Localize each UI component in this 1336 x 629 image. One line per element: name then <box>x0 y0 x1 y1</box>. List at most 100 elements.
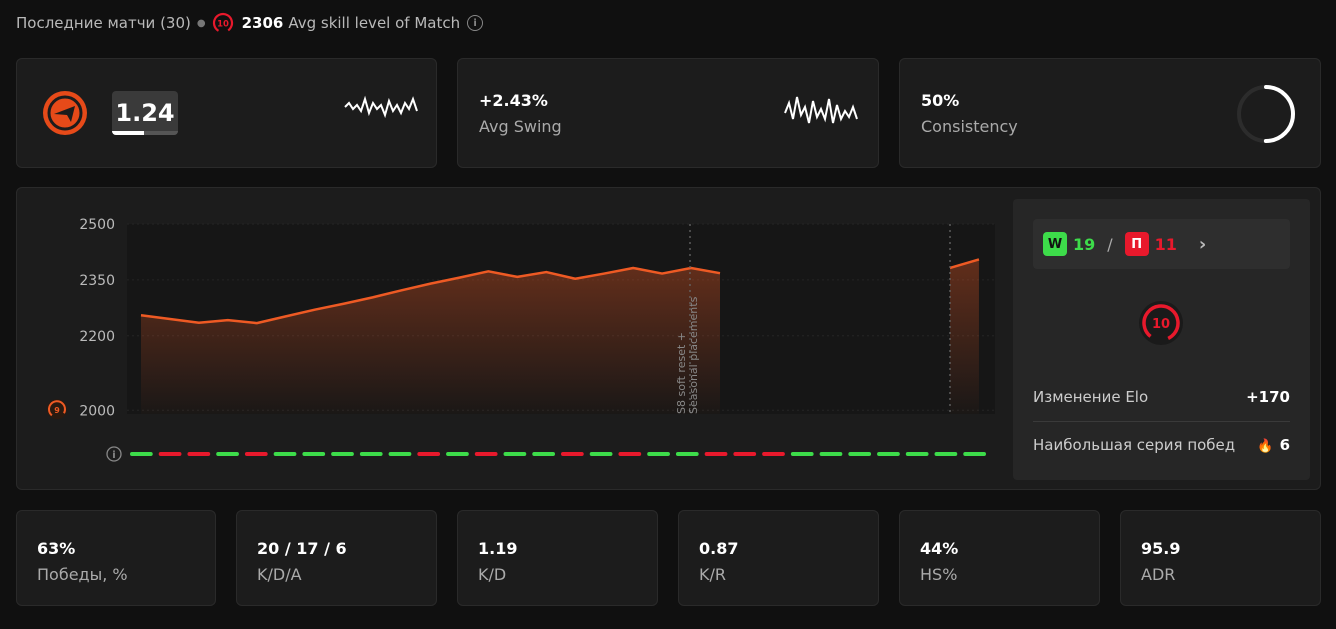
elo-change-value: +170 <box>1246 388 1290 406</box>
swing-sparkline <box>784 96 858 124</box>
stat-card-hs: 44% HS% <box>899 510 1100 606</box>
kda-value: 20 / 17 / 6 <box>257 539 347 558</box>
annotation-line-1: S8 soft reset + <box>675 332 688 414</box>
season-annotation: S8 soft reset + Seasonal placements <box>675 296 700 414</box>
match-result-win <box>388 452 412 456</box>
elo-change-label: Изменение Elo <box>1033 388 1149 406</box>
results-info-icon <box>106 446 122 462</box>
win-badge: W <box>1043 232 1067 256</box>
kda-label: K/D/A <box>257 565 302 584</box>
faceit-logo-icon <box>43 91 87 135</box>
match-result-win <box>675 452 699 456</box>
win-loss-button[interactable]: W 19 / П 11 › <box>1033 219 1290 269</box>
stat-card-winrate: 63% Победы, % <box>16 510 216 606</box>
chevron-right-icon[interactable]: › <box>1198 233 1207 255</box>
avg-swing-label: Avg Swing <box>479 117 562 136</box>
win-streak-value: 6 <box>1279 436 1290 454</box>
win-streak-row: Наибольшая серия побед 🔥 6 <box>1033 436 1290 454</box>
match-result-loss <box>618 452 642 456</box>
rating-progress <box>112 131 178 135</box>
match-result-loss <box>704 452 728 456</box>
consistency-donut <box>1237 85 1295 143</box>
avg-elo-value: 2306 <box>241 14 284 32</box>
wins-count: 19 <box>1073 234 1096 254</box>
rating-value: 1.24 <box>112 91 178 135</box>
y-tick-label: 2500 <box>79 217 115 233</box>
consistency-value: 50% <box>921 91 960 110</box>
hs-label: HS% <box>920 565 958 584</box>
match-result-win <box>934 452 958 456</box>
match-result-loss <box>762 452 785 456</box>
annotation-line-2: Seasonal placements <box>687 296 700 414</box>
match-result-win <box>130 452 153 456</box>
match-result-win <box>848 452 872 456</box>
recent-matches-title: Последние матчи (30) <box>16 14 191 32</box>
level-9-text: 9 <box>54 406 60 415</box>
match-result-win <box>963 452 986 456</box>
match-summary-panel: W 19 / П 11 › 10 Изменение Elo +170 Наиб… <box>1013 199 1310 480</box>
match-result-win <box>302 452 326 456</box>
rating-card: 1.24 <box>16 58 437 168</box>
match-result-win <box>331 452 354 456</box>
adr-value: 95.9 <box>1141 539 1181 558</box>
consistency-donut-arc <box>1237 85 1295 143</box>
elo-after-line <box>949 258 980 270</box>
match-result-win <box>532 452 555 456</box>
consistency-label: Consistency <box>921 117 1018 136</box>
match-result-win <box>905 452 929 456</box>
y-tick-label: 2200 <box>79 329 115 345</box>
stat-card-kr: 0.87 K/R <box>678 510 879 606</box>
stat-card-adr: 95.9 ADR <box>1120 510 1321 606</box>
win-streak-value-wrap: 🔥 6 <box>1257 436 1290 454</box>
kd-value: 1.19 <box>478 539 518 558</box>
stat-card-kd: 1.19 K/D <box>457 510 658 606</box>
info-icon[interactable]: i <box>467 15 484 31</box>
match-result-win <box>273 452 297 456</box>
match-result-win <box>790 452 814 456</box>
match-result-win <box>877 452 900 456</box>
match-result-loss <box>733 452 757 456</box>
match-result-loss <box>474 452 498 456</box>
winrate-value: 63% <box>37 539 76 558</box>
elo-chart: 2500 2350 2200 2000 9 S8 soft reset + Seasona… <box>47 217 995 462</box>
match-result-win <box>216 452 239 456</box>
elo-before-area <box>141 267 720 414</box>
rating-progress-fill <box>112 131 144 135</box>
kr-value: 0.87 <box>699 539 739 558</box>
elo-change-row: Изменение Elo +170 <box>1033 388 1290 406</box>
separator-dot: ● <box>196 17 206 29</box>
level-9-ring <box>48 400 66 419</box>
hs-value: 44% <box>920 539 959 558</box>
results-info-text: i <box>112 450 115 461</box>
avg-swing-card: +2.43% Avg Swing <box>457 58 879 168</box>
match-result-win <box>589 452 613 456</box>
match-result-loss <box>417 452 441 456</box>
y-tick-label: 2350 <box>79 273 115 289</box>
adr-label: ADR <box>1141 565 1176 584</box>
match-result-loss <box>158 452 182 456</box>
elo-chart-card: 2500 2350 2200 2000 9 S8 soft reset + Seasona… <box>16 187 1321 490</box>
loss-badge: П <box>1124 232 1149 256</box>
level-10-text: 10 <box>217 20 229 30</box>
win-streak-label: Наибольшая серия побед <box>1033 436 1236 454</box>
matches-header: Последние матчи (30) ● 10 2306 Avg skill… <box>16 12 484 34</box>
winrate-label: Победы, % <box>37 565 128 584</box>
match-result-win <box>819 452 843 456</box>
rating-sparkline <box>344 95 418 119</box>
consistency-card: 50% Consistency <box>899 58 1321 168</box>
elo-after-area <box>950 259 979 414</box>
level-10-icon: 10 <box>1139 301 1183 345</box>
kr-label: K/R <box>699 565 726 584</box>
match-result-win <box>446 452 469 456</box>
wl-separator: / <box>1107 234 1113 254</box>
kd-label: K/D <box>478 565 507 584</box>
match-result-loss <box>561 452 584 456</box>
losses-count: 11 <box>1154 234 1177 254</box>
divider <box>1033 421 1290 422</box>
match-result-win <box>359 452 383 456</box>
match-result-win <box>647 452 670 456</box>
level-10-big-text: 10 <box>1152 317 1170 332</box>
match-result-loss <box>244 452 268 456</box>
avg-swing-value: +2.43% <box>479 91 548 110</box>
stat-card-kda: 20 / 17 / 6 K/D/A <box>236 510 437 606</box>
